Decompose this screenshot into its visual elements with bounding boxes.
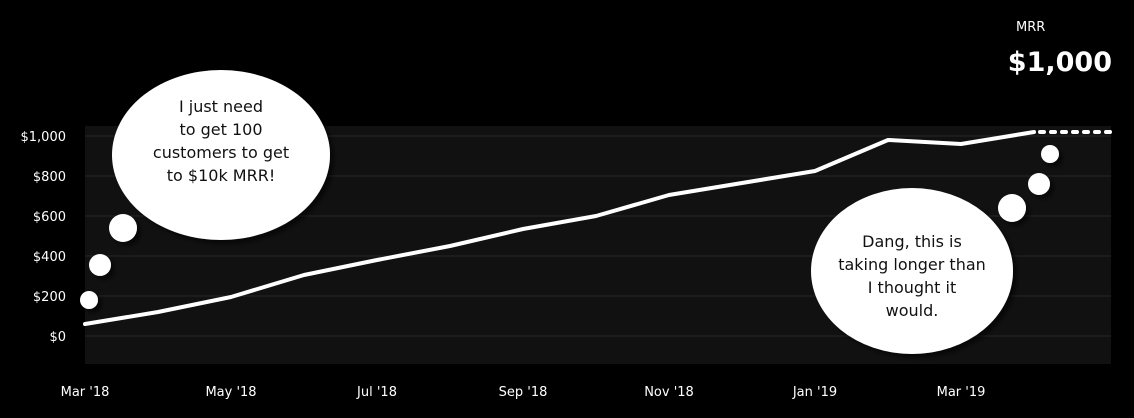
y-tick-label: $200 bbox=[33, 290, 66, 305]
left-bubble-line-1: I just need bbox=[179, 97, 263, 116]
mrr-value: $1,000 bbox=[1008, 47, 1112, 78]
x-tick-label: Jul '18 bbox=[356, 385, 397, 400]
left-bubble-line-4: to $10k MRR! bbox=[167, 166, 276, 185]
y-tick-label: $400 bbox=[33, 250, 66, 265]
mrr-series bbox=[83, 130, 1114, 326]
y-tick-label: $1,000 bbox=[21, 130, 67, 145]
y-tick-label: $600 bbox=[33, 210, 66, 225]
thought-dot-small bbox=[80, 291, 98, 309]
left-thought-bubble bbox=[80, 70, 330, 309]
left-bubble-line-3: customers to get bbox=[153, 143, 289, 162]
mrr-label: MRR bbox=[1016, 20, 1045, 35]
y-tick-label: $800 bbox=[33, 170, 66, 185]
x-tick-label: Jan '19 bbox=[792, 385, 837, 400]
x-tick-label: Sep '18 bbox=[499, 385, 548, 400]
right-bubble-line-1: Dang, this is bbox=[862, 232, 962, 251]
left-bubble-line-2: to get 100 bbox=[179, 120, 262, 139]
y-tick-label: $0 bbox=[49, 330, 66, 345]
thought-dot-large bbox=[998, 194, 1026, 222]
right-bubble-line-3: I thought it bbox=[868, 278, 957, 297]
left-bubble-ellipse bbox=[112, 70, 330, 240]
x-tick-label: May '18 bbox=[205, 385, 256, 400]
thought-dot-medium bbox=[89, 254, 111, 276]
y-axis: $0 $200 $400 $600 $800 $1,000 bbox=[21, 130, 67, 345]
right-bubble-line-2: taking longer than bbox=[838, 255, 986, 274]
right-bubble-text: Dang, this is taking longer than I thoug… bbox=[838, 232, 986, 320]
x-tick-label: Mar '18 bbox=[61, 385, 110, 400]
mrr-line bbox=[83, 130, 1036, 326]
x-axis: Mar '18 May '18 Jul '18 Sep '18 Nov '18 Jan '… bbox=[61, 385, 986, 400]
thought-dot-small bbox=[1041, 145, 1059, 163]
right-bubble-line-4: would. bbox=[886, 301, 939, 320]
left-bubble-text: I just need to get 100 customers to get … bbox=[153, 97, 289, 185]
x-tick-label: Mar '19 bbox=[937, 385, 986, 400]
right-bubble-ellipse bbox=[811, 188, 1013, 354]
thought-dot-medium bbox=[1028, 173, 1050, 195]
x-tick-label: Nov '18 bbox=[644, 385, 694, 400]
thought-dot-large bbox=[109, 214, 137, 242]
right-thought-bubble bbox=[811, 145, 1059, 354]
